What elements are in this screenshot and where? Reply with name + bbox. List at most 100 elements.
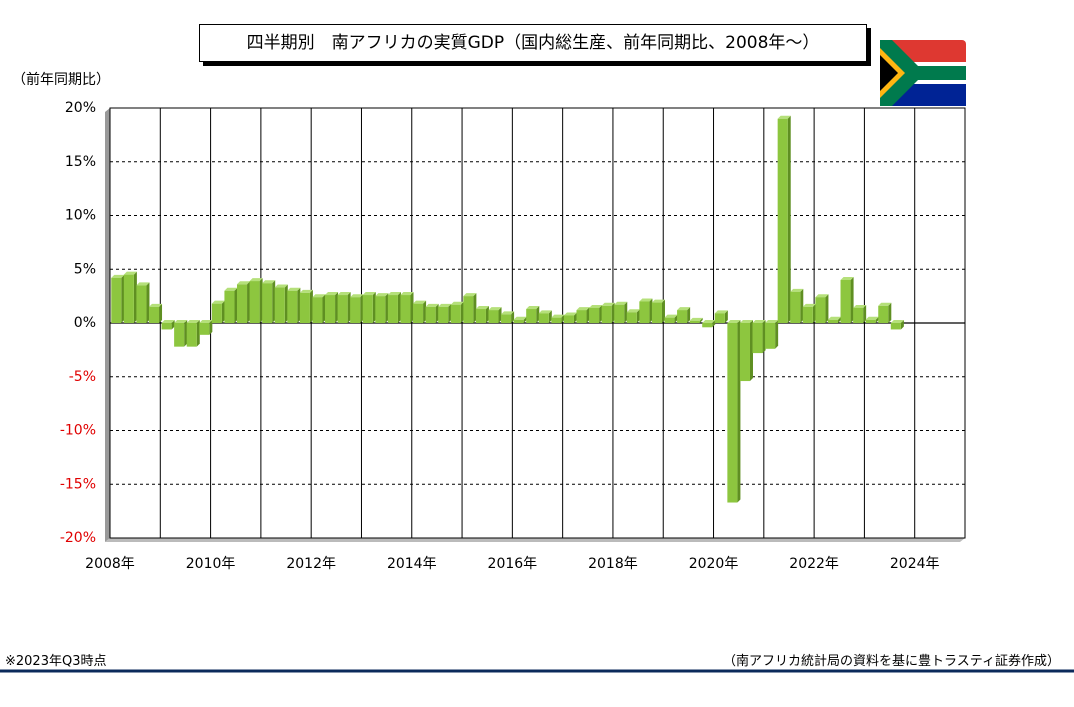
- bar-top: [563, 312, 577, 316]
- bar-side: [259, 278, 263, 323]
- bar-group: [890, 320, 904, 330]
- bar: [501, 314, 512, 323]
- bar-side: [335, 292, 339, 323]
- bar: [136, 285, 147, 323]
- bar-group: [375, 293, 389, 323]
- bar-side: [511, 311, 515, 323]
- bar-group: [853, 304, 867, 323]
- bar: [337, 295, 348, 323]
- source: （南アフリカ統計局の資料を基に豊トラスティ証券作成）: [723, 654, 1060, 669]
- bar-top: [236, 281, 251, 285]
- bar: [614, 304, 625, 323]
- x-tick-label: 2022年: [789, 556, 839, 572]
- bar-side: [699, 317, 703, 323]
- bar-top: [325, 292, 339, 296]
- bar-group: [576, 307, 590, 323]
- bar-top: [274, 284, 288, 288]
- bar: [475, 309, 486, 323]
- bar: [538, 313, 549, 323]
- x-tick-label: 2012年: [286, 556, 336, 572]
- plot-floor: [105, 538, 965, 542]
- bar-side: [247, 281, 251, 323]
- bar: [413, 303, 424, 323]
- bar: [526, 309, 537, 323]
- bar: [589, 307, 600, 323]
- bar-group: [475, 306, 489, 323]
- bar-side: [624, 301, 628, 323]
- y-tick-label: 10%: [65, 208, 96, 224]
- bar-side: [863, 304, 867, 323]
- bar-top: [702, 320, 716, 323]
- bar-top: [387, 292, 401, 296]
- bar-side: [888, 302, 892, 323]
- bar: [488, 310, 499, 323]
- bar-top: [664, 314, 678, 318]
- bar-top: [639, 298, 653, 302]
- bar-top: [425, 303, 439, 307]
- bar: [664, 317, 675, 323]
- bar: [777, 118, 788, 323]
- bar-top: [890, 320, 904, 323]
- x-tick-label: 2008年: [85, 556, 135, 572]
- bar: [765, 323, 776, 349]
- bar: [651, 302, 662, 323]
- bar-top: [413, 300, 427, 304]
- bar-group: [614, 301, 628, 323]
- bar-top: [475, 306, 489, 310]
- bar-side: [850, 277, 854, 323]
- footnote: ※2023年Q3時点: [5, 654, 107, 669]
- x-tick-label: 2020年: [689, 556, 739, 572]
- bar-group: [664, 314, 678, 323]
- bar-group: [350, 294, 364, 323]
- bar: [714, 313, 725, 323]
- bar-side: [360, 294, 364, 323]
- bar-top: [438, 303, 452, 307]
- bar: [425, 306, 436, 323]
- bar: [601, 305, 612, 323]
- bar-group: [639, 298, 653, 323]
- bar-top: [689, 317, 703, 321]
- bar-side: [159, 303, 163, 323]
- bar: [199, 323, 210, 335]
- bar-group: [840, 277, 854, 323]
- bar-side: [825, 294, 829, 323]
- bar-group: [400, 292, 414, 323]
- y-tick-label: -5%: [69, 369, 96, 385]
- bar-side: [586, 307, 590, 323]
- bar-top: [287, 287, 301, 291]
- bar-side: [297, 287, 301, 323]
- bar-side: [800, 288, 804, 323]
- bar-side: [171, 320, 175, 330]
- bar: [123, 274, 134, 323]
- bar: [224, 290, 235, 323]
- bar-top: [148, 303, 163, 307]
- bar-side: [397, 292, 401, 323]
- bar-side: [498, 307, 502, 323]
- bar-group: [249, 278, 263, 323]
- bar-group: [274, 284, 288, 323]
- bar: [274, 287, 285, 323]
- bar-group: [790, 288, 804, 323]
- bar-side: [133, 271, 137, 323]
- bar-top: [677, 307, 691, 311]
- bar: [626, 312, 637, 323]
- bar-group: [186, 320, 200, 347]
- bar-top: [513, 316, 527, 320]
- bar-side: [787, 115, 791, 323]
- x-tick-label: 2016年: [488, 556, 538, 572]
- bar-side: [674, 314, 678, 323]
- bar-side: [322, 294, 326, 323]
- bar-group: [765, 320, 779, 349]
- bar-group: [111, 274, 125, 323]
- bar-side: [875, 316, 879, 323]
- bar: [287, 290, 298, 323]
- bar-top: [538, 310, 552, 314]
- bar-side: [423, 300, 427, 323]
- bar: [677, 310, 688, 323]
- bar-group: [325, 292, 339, 323]
- bar: [236, 284, 248, 323]
- bar-top: [136, 282, 150, 286]
- bar-top: [350, 294, 364, 298]
- bar: [148, 306, 160, 323]
